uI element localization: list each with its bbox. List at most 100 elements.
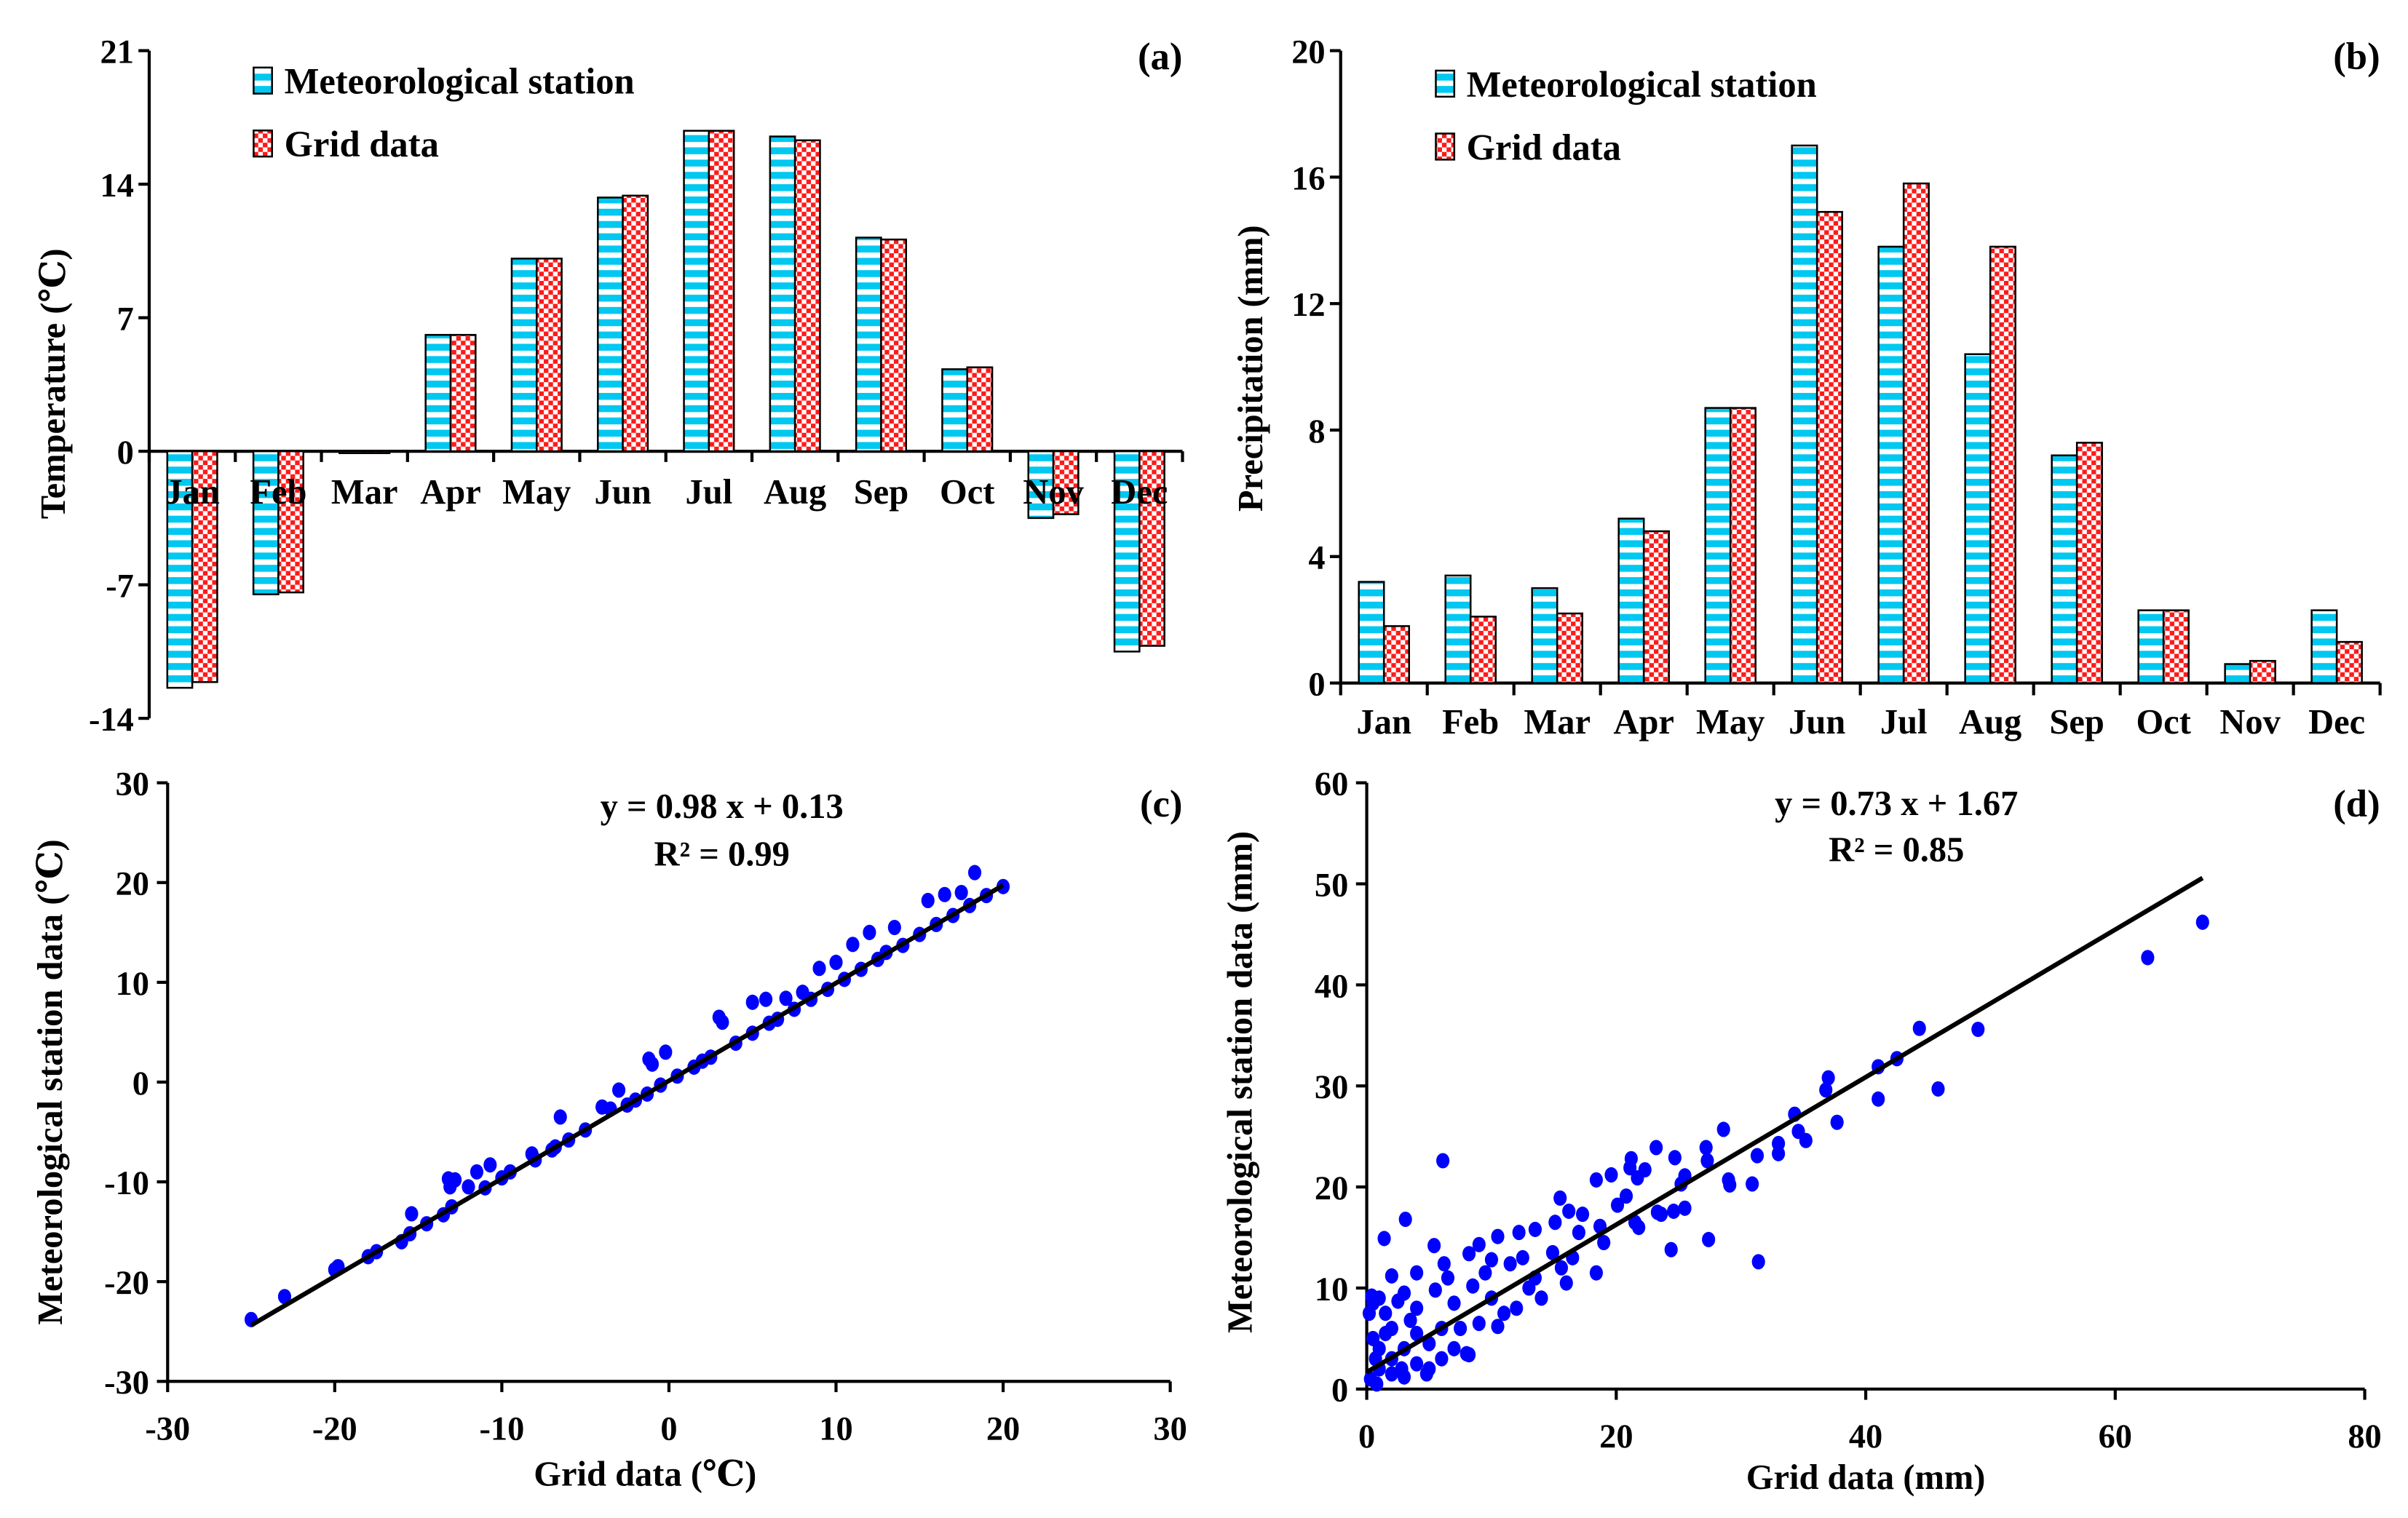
x-tick-label: 80 — [2348, 1418, 2381, 1455]
data-point — [1410, 1300, 1424, 1316]
bar-station — [941, 368, 969, 453]
panel-d: (d) y = 0.73 x + 1.67 R² = 0.85 Grid dat… — [1221, 783, 2380, 1497]
bar-grid — [1815, 210, 1843, 684]
data-point — [1750, 1148, 1765, 1164]
y-axis-title: Meteorological station data (℃) — [31, 839, 70, 1324]
bar-station — [2310, 609, 2338, 684]
data-point — [448, 1172, 462, 1188]
data-point — [1562, 1203, 1576, 1219]
data-point — [1638, 1161, 1652, 1178]
data-point — [1528, 1221, 1542, 1237]
data-point — [1441, 1270, 1455, 1286]
data-point — [1462, 1246, 1476, 1262]
data-point — [1604, 1167, 1618, 1183]
bar-grid — [1469, 616, 1497, 684]
x-tick-label: 0 — [660, 1410, 677, 1447]
bar-grid — [363, 450, 391, 454]
bar-station — [1964, 353, 1992, 684]
bar-grid — [277, 450, 304, 594]
data-point — [1370, 1376, 1384, 1392]
bar-station — [1531, 587, 1559, 684]
x-category-label: May — [1696, 703, 1765, 742]
bar-grid — [1729, 407, 1757, 684]
x-axis-title: Grid data (℃) — [534, 1455, 756, 1494]
data-point — [1491, 1228, 1505, 1244]
x-tick-label: 20 — [986, 1410, 1020, 1447]
bar-grid — [1989, 245, 2016, 684]
data-point — [1385, 1268, 1398, 1284]
bar-grid — [1052, 450, 1080, 515]
y-tick-label: -7 — [106, 568, 134, 605]
data-point — [1472, 1236, 1486, 1252]
data-point — [1624, 1151, 1638, 1167]
data-point — [1664, 1241, 1678, 1257]
panel-label: (a) — [1138, 36, 1182, 78]
data-point — [1751, 1254, 1765, 1270]
bar-station — [769, 135, 796, 453]
data-point — [829, 954, 843, 971]
data-point — [1650, 1204, 1664, 1220]
data-point — [483, 1157, 497, 1173]
data-point — [1427, 1238, 1441, 1254]
panel-label: (c) — [1140, 783, 1183, 825]
regression-equation: y = 0.73 x + 1.67 — [1775, 784, 2018, 823]
x-category-label: Oct — [940, 473, 994, 512]
y-tick-label: 7 — [117, 301, 134, 338]
x-category-label: Oct — [2136, 703, 2190, 742]
data-point — [1702, 1231, 1716, 1247]
y-tick-label: 20 — [1291, 33, 1325, 71]
data-point — [1379, 1306, 1393, 1322]
y-tick-label: 60 — [1315, 766, 1348, 803]
data-point — [1503, 1256, 1517, 1272]
bar-grid — [1138, 450, 1165, 647]
data-point — [1395, 1361, 1409, 1377]
data-point — [1410, 1356, 1424, 1372]
legend-swatch-grid — [1435, 132, 1456, 161]
y-tick-label: 10 — [116, 966, 149, 1003]
y-tick-label: -20 — [104, 1265, 149, 1302]
data-point — [759, 991, 773, 1007]
y-tick-label: 20 — [116, 866, 149, 903]
data-point — [553, 1109, 567, 1125]
data-point — [967, 865, 982, 881]
data-point — [1554, 1260, 1568, 1276]
bar-station — [252, 450, 280, 595]
data-point — [1553, 1190, 1567, 1206]
data-point — [470, 1164, 484, 1180]
x-category-label: Jan — [1356, 703, 1411, 742]
x-category-label: Jan — [165, 473, 220, 512]
bar-grid — [966, 366, 994, 453]
data-point — [277, 1289, 292, 1305]
y-tick-label: 21 — [100, 33, 133, 71]
y-tick-label: 14 — [100, 167, 133, 204]
data-point — [1497, 1306, 1511, 1322]
bar-grid — [708, 130, 735, 453]
panel-a: (a) Temperature (℃) Meteorological stati… — [34, 36, 1182, 519]
data-point — [1575, 1207, 1590, 1223]
x-category-label: Jul — [1880, 703, 1928, 742]
y-tick-label: 0 — [132, 1065, 149, 1102]
x-category-label: Mar — [331, 473, 398, 512]
bar-grid — [1902, 182, 1930, 684]
data-point — [612, 1082, 626, 1098]
bar-grid — [2335, 640, 2363, 684]
data-point — [745, 994, 759, 1010]
x-category-label: Nov — [2219, 703, 2281, 742]
x-category-label: Feb — [1442, 703, 1499, 742]
data-point — [1589, 1265, 1603, 1281]
data-point — [1435, 1351, 1449, 1367]
data-point — [779, 990, 793, 1006]
data-point — [1548, 1215, 1562, 1231]
data-point — [1447, 1295, 1461, 1311]
legend-swatch-station — [253, 66, 273, 95]
x-category-label: Jul — [686, 473, 733, 512]
data-point — [1365, 1288, 1379, 1304]
x-axis-title: Grid data (mm) — [1746, 1458, 1986, 1497]
bar-station — [597, 196, 624, 453]
data-point — [1830, 1114, 1844, 1130]
data-point — [938, 886, 951, 902]
data-point — [1398, 1212, 1412, 1228]
bar-station — [166, 450, 194, 689]
data-point — [1872, 1091, 1885, 1107]
bar-grid — [880, 238, 908, 453]
